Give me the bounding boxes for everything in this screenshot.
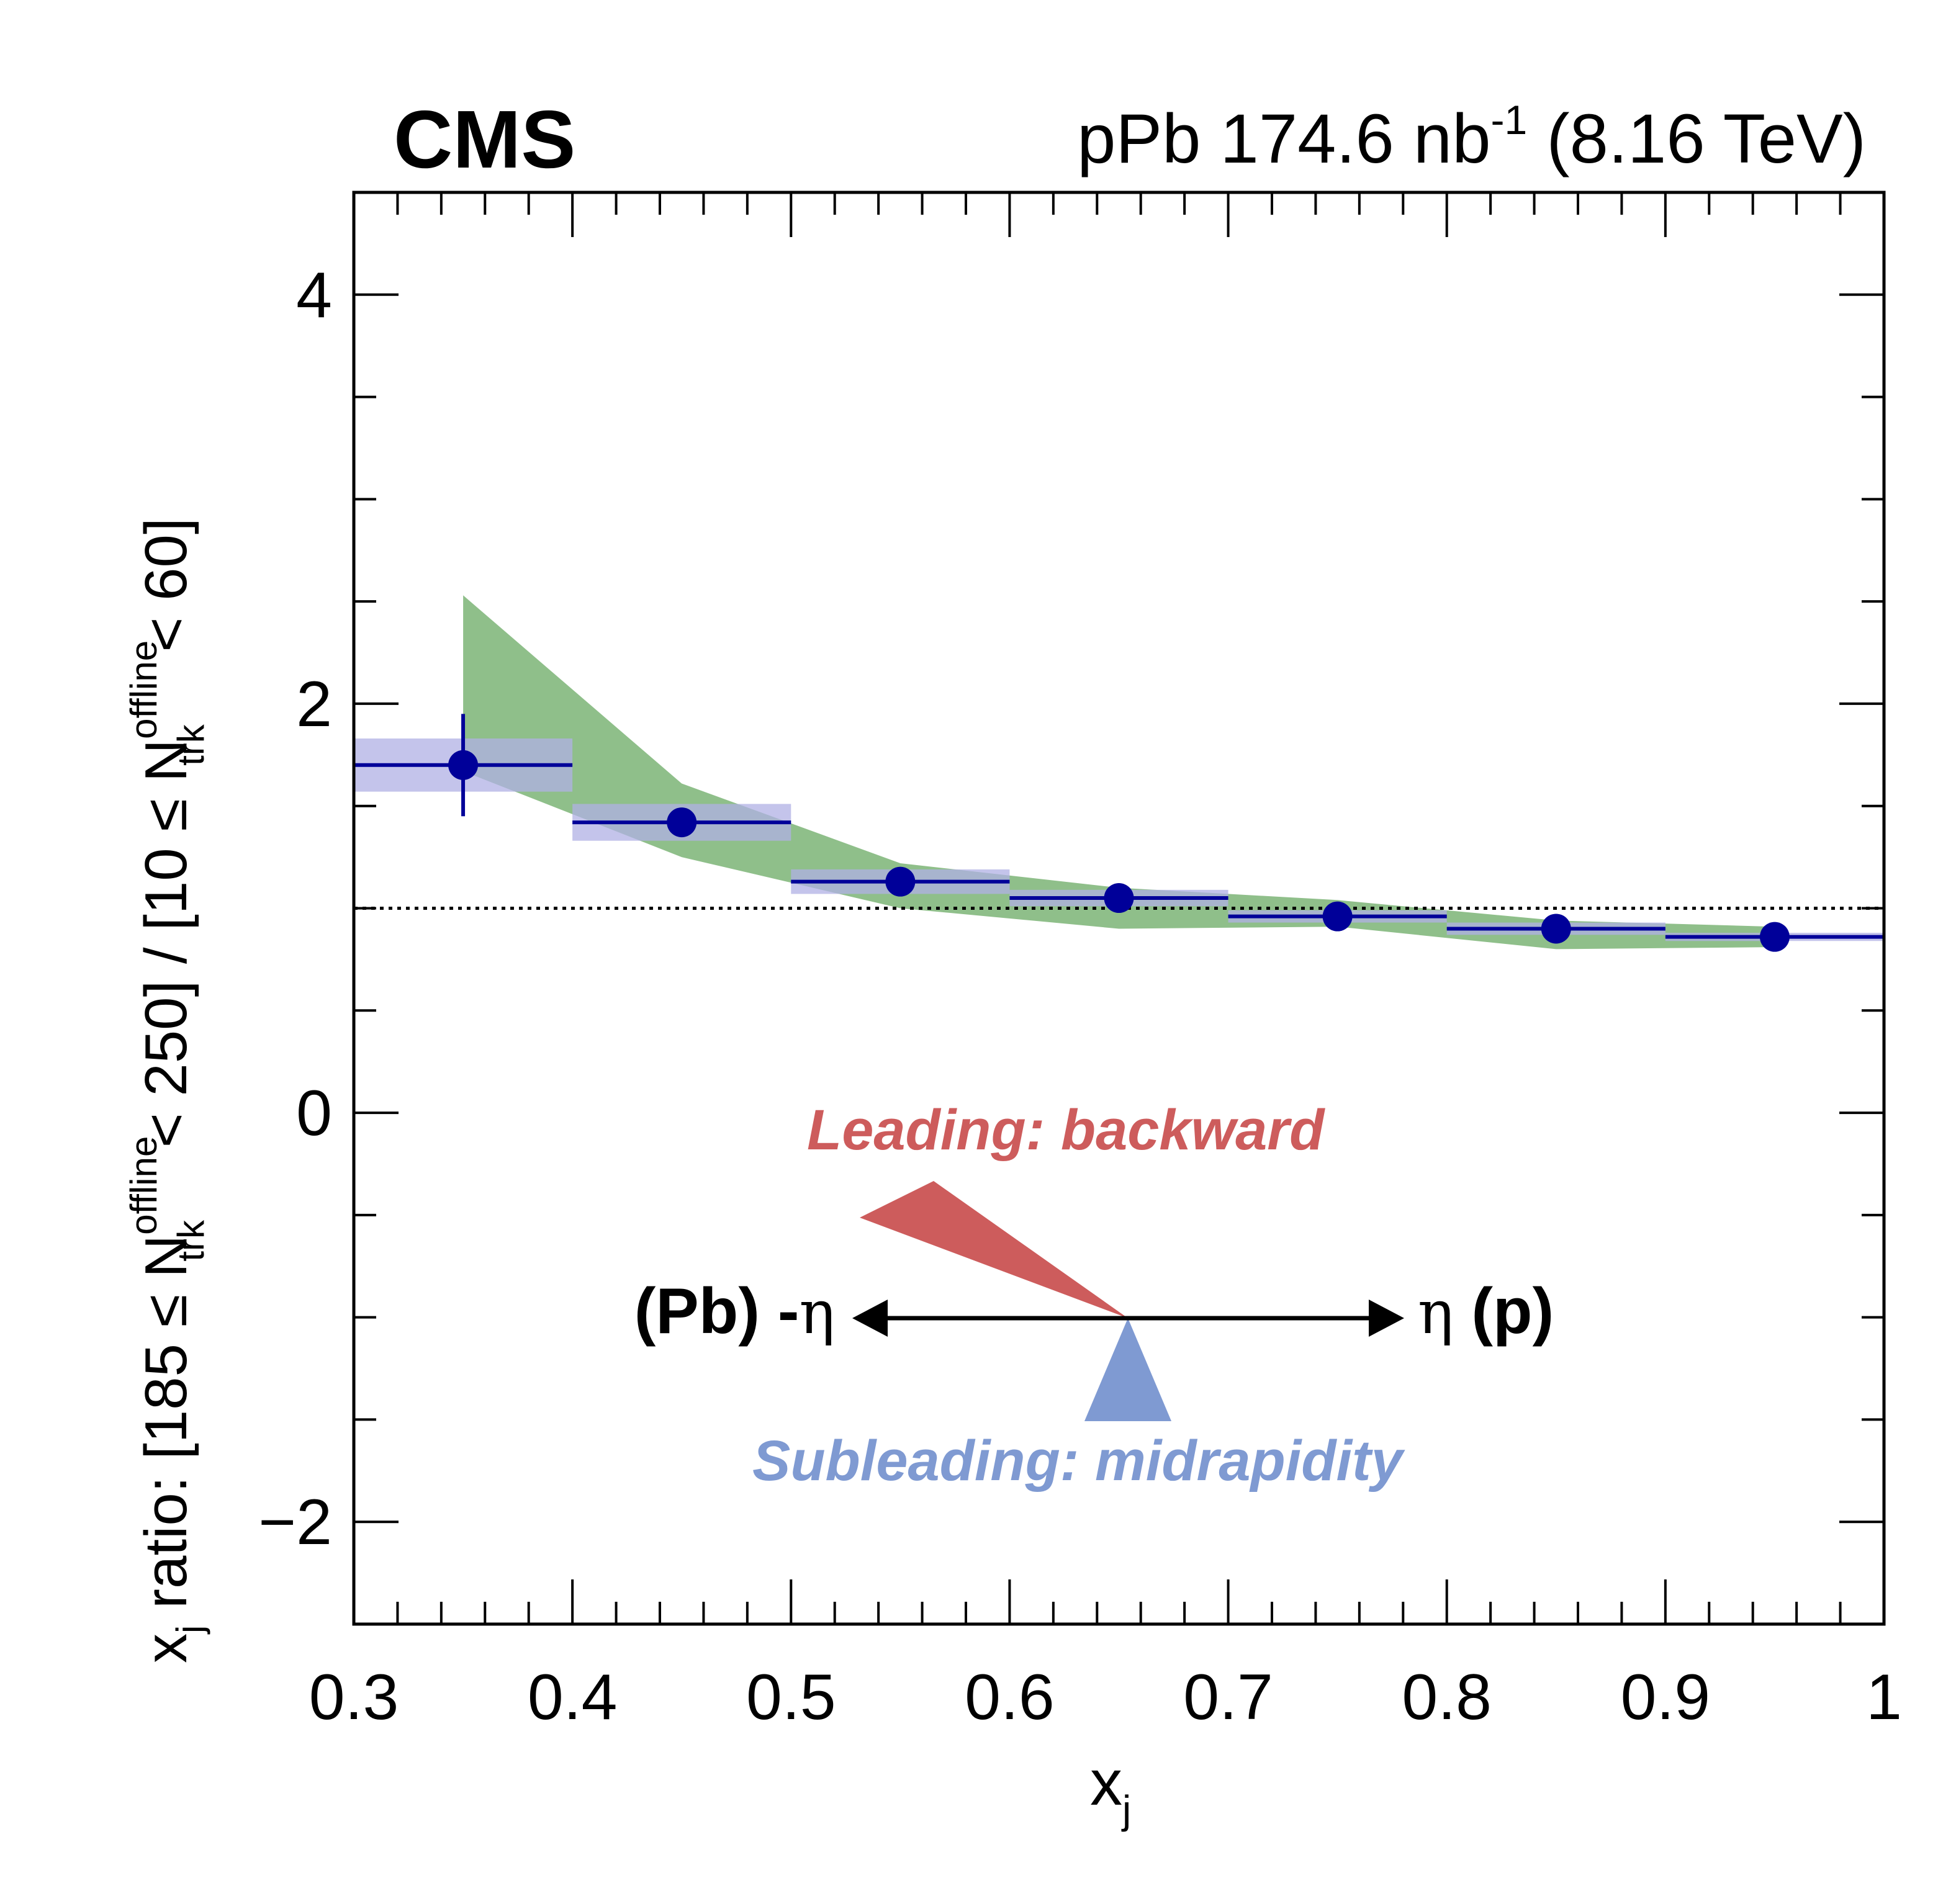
y-axis-title-sup2: offline xyxy=(123,640,165,739)
y-axis-title: xj ratio: [185 ≤ Nofflinetrk < 250] / [1… xyxy=(123,518,212,1663)
labels-layer: CMS pPb 174.6 nb-1 (8.16 TeV) xj xj rati… xyxy=(123,94,1866,1832)
leading-triangle-icon xyxy=(860,1181,1128,1318)
x-axis-title-sub: j xyxy=(1121,1787,1131,1832)
lumi-suffix xyxy=(1527,100,1546,177)
x-tick-label-1: 0.4 xyxy=(528,1661,618,1733)
y-axis-title-x-sub: j xyxy=(169,1625,210,1635)
data-point-3 xyxy=(1104,883,1134,914)
minus-eta-symbol: η xyxy=(799,1278,835,1347)
data-point-4 xyxy=(1322,901,1353,932)
lumi-exponent: -1 xyxy=(1491,97,1528,143)
data-point-1 xyxy=(667,807,697,838)
x-tick-label-5: 0.8 xyxy=(1402,1661,1492,1733)
luminosity-label: pPb 174.6 nb-1 (8.16 TeV) xyxy=(1077,97,1866,177)
leading-annotation: Leading: backward xyxy=(807,1098,1325,1162)
y-axis-title-x: x xyxy=(133,1633,199,1663)
pb-label: (Pb) - xyxy=(634,1275,800,1347)
backward-direction-label: (Pb) -η xyxy=(634,1275,835,1347)
data-point-0 xyxy=(448,750,479,780)
lumi-energy: (8.16 TeV) xyxy=(1546,100,1866,177)
x-tick-label-3: 0.6 xyxy=(965,1661,1055,1733)
y-axis-title-sub1: trk xyxy=(170,1219,212,1262)
x-tick-label-7: 1 xyxy=(1866,1661,1902,1733)
x-tick-label-6: 0.9 xyxy=(1621,1661,1711,1733)
x-tick-label-2: 0.5 xyxy=(746,1661,836,1733)
x-axis-title: xj xyxy=(1090,1747,1131,1832)
axes-layer: 0.3 0.4 0.5 0.6 0.7 0.8 0.9 1 −2 0 2 4 xyxy=(258,191,1902,1733)
y-tick-label-1: 0 xyxy=(296,1077,332,1149)
y-axis-title-part2: ratio: [185 ≤ N xyxy=(133,1235,199,1625)
x-tick-label-4: 0.7 xyxy=(1183,1661,1273,1733)
model-band xyxy=(463,595,1775,950)
y-tick-label-2: 2 xyxy=(296,668,332,740)
y-axis-title-part3: < 250] / [10 ≤ N xyxy=(133,739,199,1164)
x-axis-title-main: x xyxy=(1090,1747,1122,1819)
forward-direction-label: η (p) xyxy=(1418,1275,1554,1347)
y-axis-title-sub2: trk xyxy=(170,724,212,766)
data-point-6 xyxy=(1759,922,1790,952)
band-layer xyxy=(463,595,1775,950)
y-tick-label-3: 4 xyxy=(296,259,332,331)
data-point-2 xyxy=(885,866,916,897)
experiment-label: CMS xyxy=(394,94,575,185)
p-label: (p) xyxy=(1454,1275,1554,1347)
y-axis-title-sup1: offline xyxy=(123,1136,165,1235)
subleading-annotation: Subleading: midrapidity xyxy=(752,1429,1405,1493)
y-axis-title-part4: < 60] xyxy=(133,518,199,668)
data-point-5 xyxy=(1541,914,1571,944)
arrow-right-icon xyxy=(1369,1300,1404,1337)
arrow-left-icon xyxy=(852,1300,888,1337)
lumi-prefix: pPb 174.6 nb xyxy=(1077,100,1490,177)
y-tick-label-0: −2 xyxy=(258,1486,332,1558)
x-tick-label-0: 0.3 xyxy=(309,1661,399,1733)
subleading-triangle-icon xyxy=(1084,1318,1171,1421)
eta-symbol: η xyxy=(1418,1278,1454,1347)
data-layer xyxy=(354,714,1884,952)
